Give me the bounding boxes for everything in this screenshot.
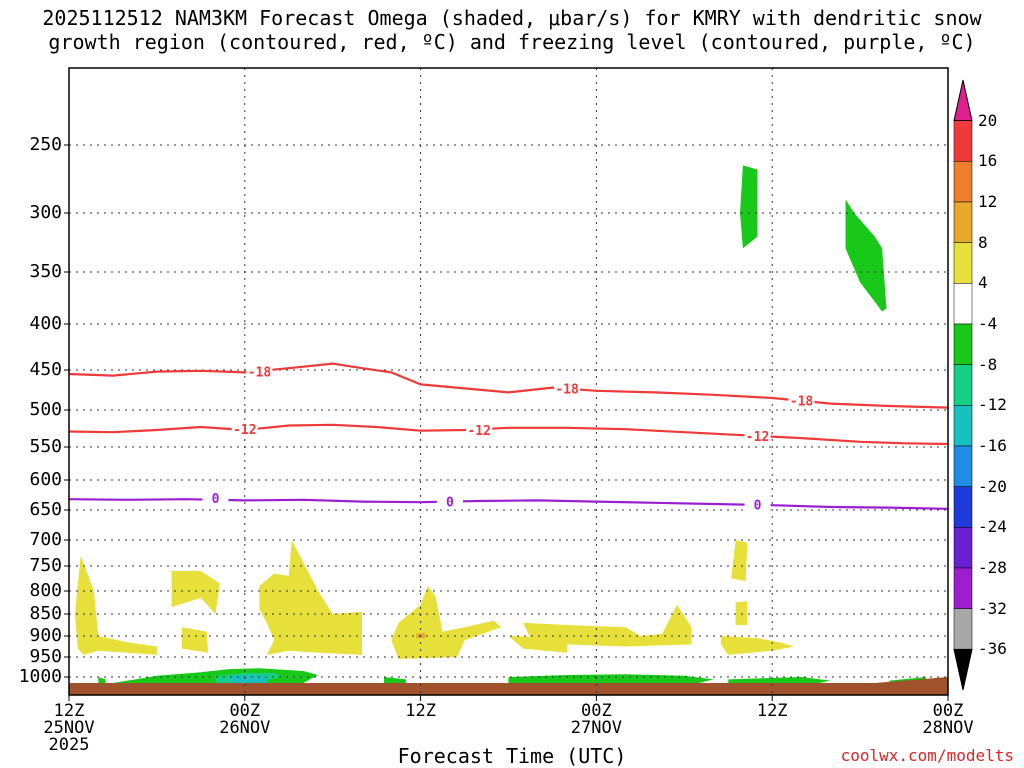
credit-link[interactable]: coolwx.com/modelts bbox=[840, 746, 1014, 765]
colorbar-label-7: -12 bbox=[978, 395, 1007, 415]
x-tick-label-0-date: 25NOV bbox=[43, 718, 95, 738]
colorbar-label-5: -4 bbox=[978, 314, 998, 333]
y-tick-label-800: 800 bbox=[29, 580, 62, 601]
purple-contour-label-0-1: 0 bbox=[446, 496, 454, 511]
colorbar-segment-9 bbox=[953, 445, 973, 487]
red-contour-0 bbox=[68, 362, 949, 409]
y-tick-label-300: 300 bbox=[29, 202, 62, 223]
shaded-region-0 bbox=[74, 555, 157, 655]
colorbar-segment-8 bbox=[953, 405, 973, 447]
y-tick-label-650: 650 bbox=[29, 499, 62, 520]
y-tick-label-450: 450 bbox=[29, 359, 62, 380]
colorbar-segment-6 bbox=[953, 323, 973, 365]
chart-title-line-1: 2025112512 NAM3KM Forecast Omega (shaded… bbox=[42, 6, 982, 30]
plot-frame bbox=[68, 67, 949, 696]
y-tick-label-500: 500 bbox=[29, 399, 62, 420]
x-tick-label-2-time: 12Z bbox=[405, 701, 436, 721]
x-tick-label-5-date: 28NOV bbox=[922, 718, 974, 738]
colorbar-label-9: -20 bbox=[978, 476, 1007, 496]
red-contour-label-bg-0-2 bbox=[788, 392, 815, 409]
red-contour-label-1-1: -12 bbox=[467, 424, 490, 439]
shaded-region-1 bbox=[171, 571, 220, 614]
colorbar-label-8: -16 bbox=[978, 436, 1007, 455]
colorbar-segment-2 bbox=[953, 161, 973, 203]
red-contour-label-bg-1-1 bbox=[466, 421, 493, 438]
shaded-region-20 bbox=[230, 675, 267, 685]
colorbar-segment-5 bbox=[953, 283, 973, 325]
colorbar-label-1: 16 bbox=[978, 151, 998, 171]
shaded-region-2 bbox=[181, 627, 209, 653]
colorbar-segment-11 bbox=[953, 527, 973, 569]
colorbar-segment-3 bbox=[953, 201, 973, 243]
x-tick-label-4-time: 12Z bbox=[756, 701, 788, 721]
colorbar-label-0: 20 bbox=[978, 110, 998, 130]
red-contour-label-0-2: -18 bbox=[790, 394, 814, 409]
x-tick-label-1-time: 00Z bbox=[229, 701, 261, 721]
colorbar-label-11: -28 bbox=[978, 558, 1007, 577]
colorbar-segment-0 bbox=[953, 79, 973, 122]
colorbar-segment-13 bbox=[953, 608, 973, 650]
colorbar-segment-7 bbox=[953, 364, 973, 406]
shaded-region-12 bbox=[845, 199, 887, 312]
red-contour-label-bg-0-0 bbox=[246, 363, 273, 380]
purple-contour-label-bg-0-1 bbox=[436, 493, 463, 510]
colorbar-label-3: 8 bbox=[978, 232, 988, 252]
purple-contour-label-0-0: 0 bbox=[212, 492, 220, 507]
red-contour-label-0-1: -18 bbox=[555, 382, 579, 397]
shaded-region-7 bbox=[720, 636, 795, 655]
y-tick-label-900: 900 bbox=[29, 625, 62, 646]
purple-contour-label-bg-0-0 bbox=[202, 490, 229, 506]
y-tick-label-1000: 1000 bbox=[18, 666, 62, 687]
shaded-region-9 bbox=[735, 601, 748, 625]
red-contour-label-1-0: -12 bbox=[233, 423, 256, 438]
chart-title-line-2: growth region (contoured, red, ºC) and f… bbox=[48, 30, 976, 54]
colorbar-segment-12 bbox=[953, 567, 973, 609]
y-tick-label-700: 700 bbox=[29, 529, 62, 550]
shaded-region-8 bbox=[731, 540, 748, 581]
y-tick-label-600: 600 bbox=[29, 469, 62, 490]
colorbar-label-6: -8 bbox=[978, 354, 998, 374]
y-tick-label-250: 250 bbox=[29, 134, 62, 155]
colorbar-label-13: -36 bbox=[978, 639, 1007, 659]
shaded-region-11 bbox=[740, 165, 758, 249]
x-tick-label-0-time: 12Z bbox=[53, 701, 85, 721]
red-contour-label-0-0: -18 bbox=[248, 366, 272, 381]
red-contour-label-1-2: -12 bbox=[746, 430, 769, 445]
red-contour-label-bg-0-1 bbox=[554, 380, 581, 397]
y-tick-label-850: 850 bbox=[29, 603, 62, 624]
colorbar-label-4: 4 bbox=[978, 273, 988, 293]
shaded-region-6 bbox=[508, 636, 568, 653]
red-contour-1 bbox=[68, 423, 949, 446]
colorbar-segment-14 bbox=[953, 648, 973, 691]
x-tick-label-0-year: 2025 bbox=[48, 735, 90, 755]
colorbar-segment-10 bbox=[953, 486, 973, 528]
colorbar-segment-1 bbox=[953, 120, 973, 162]
purple-contour-label-bg-0-2 bbox=[744, 496, 771, 513]
purple-contour-label-0-2: 0 bbox=[754, 499, 762, 514]
red-contour-label-bg-1-0 bbox=[231, 421, 258, 438]
x-axis-title: Forecast Time (UTC) bbox=[397, 744, 627, 768]
x-tick-label-1-date: 26NOV bbox=[219, 718, 271, 738]
shaded-region-4 bbox=[391, 586, 502, 659]
shaded-region-5 bbox=[523, 604, 692, 647]
purple-contour-0 bbox=[68, 498, 949, 510]
colorbar-label-2: 12 bbox=[978, 192, 998, 211]
colorbar-label-10: -24 bbox=[978, 517, 1007, 537]
terrain-strip bbox=[69, 677, 948, 695]
y-tick-label-400: 400 bbox=[29, 313, 62, 334]
x-tick-label-3-date: 27NOV bbox=[570, 718, 622, 738]
shaded-region-3 bbox=[259, 540, 362, 655]
colorbar-label-12: -32 bbox=[978, 598, 1007, 618]
y-tick-label-550: 550 bbox=[29, 436, 62, 457]
y-tick-label-950: 950 bbox=[29, 646, 62, 667]
x-tick-label-5-time: 00Z bbox=[932, 701, 964, 721]
y-tick-label-350: 350 bbox=[29, 261, 62, 282]
y-tick-label-750: 750 bbox=[29, 555, 62, 576]
red-contour-label-bg-1-2 bbox=[744, 427, 771, 444]
colorbar-segment-4 bbox=[953, 242, 973, 284]
x-tick-label-3-time: 00Z bbox=[581, 701, 612, 721]
